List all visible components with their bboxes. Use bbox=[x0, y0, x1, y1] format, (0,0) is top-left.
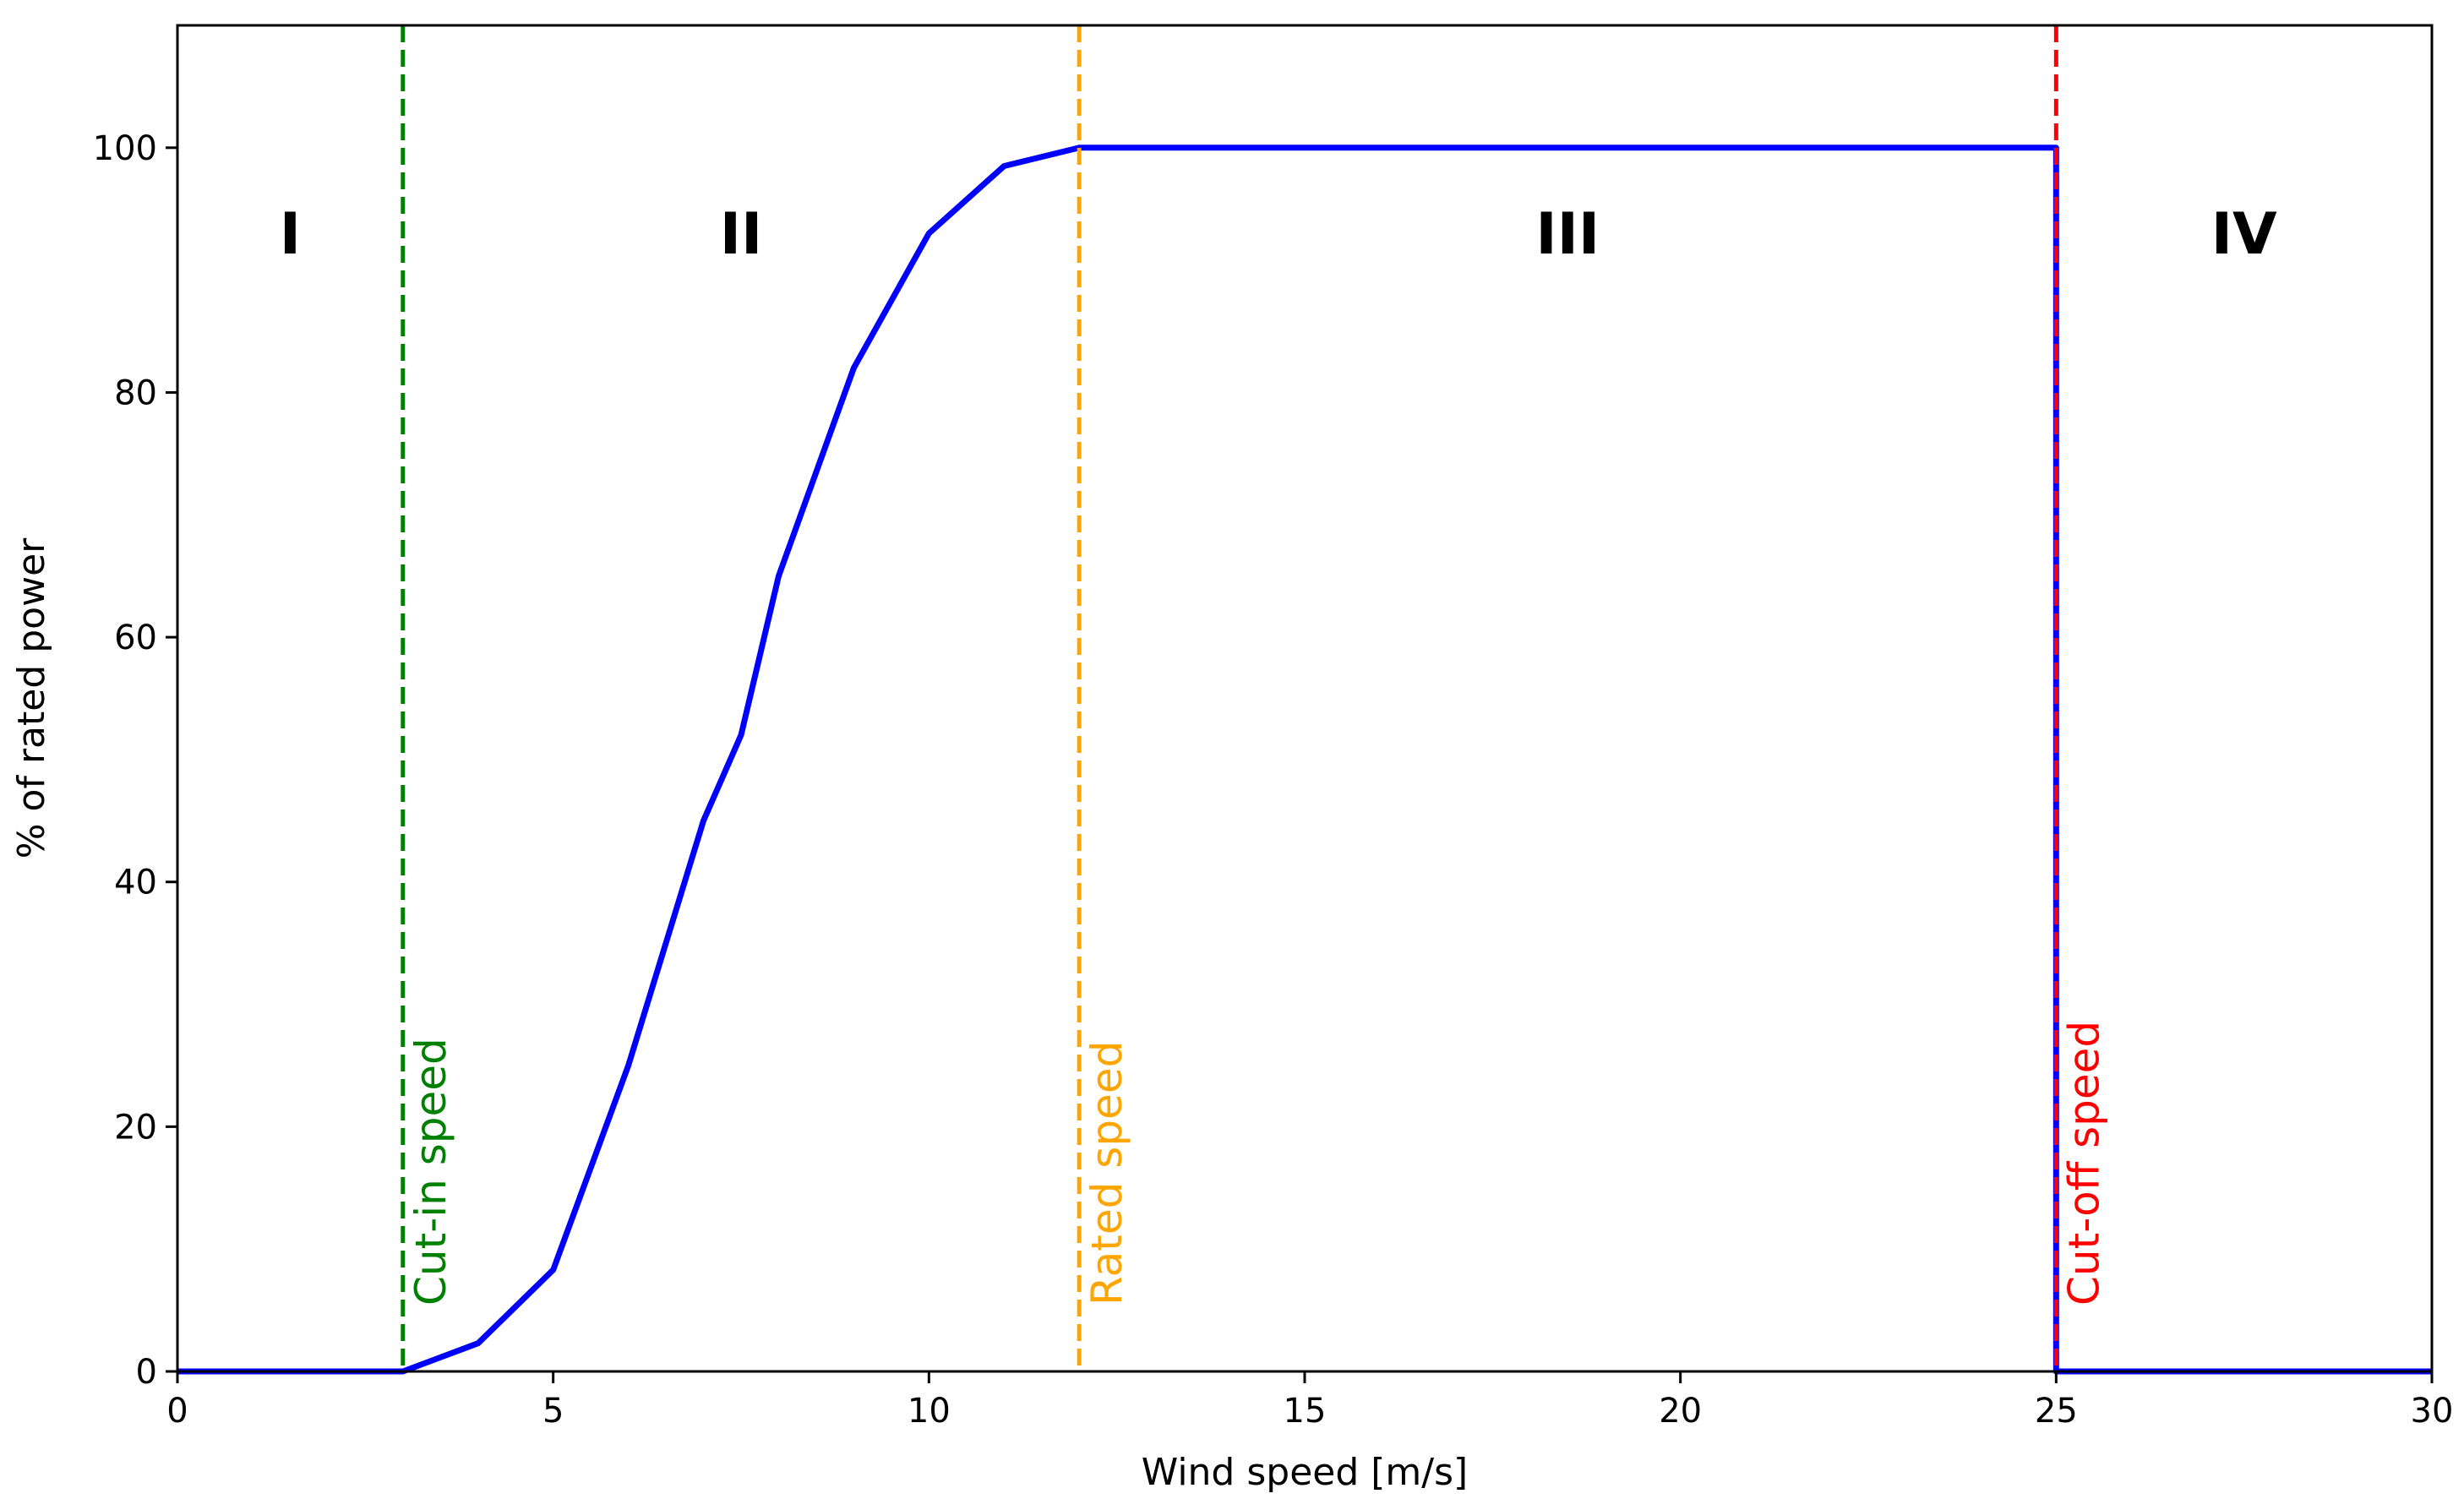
y-tick-label: 80 bbox=[114, 373, 157, 412]
y-axis-title: % of rated power bbox=[10, 537, 53, 859]
y-tick-label: 0 bbox=[136, 1353, 157, 1392]
x-tick-label: 5 bbox=[542, 1392, 564, 1431]
region-label-iv: IV bbox=[2211, 201, 2277, 268]
y-tick-label: 60 bbox=[114, 619, 157, 657]
cut-in-speed-label: Cut-in speed bbox=[406, 1038, 455, 1306]
power-curve-line-0 bbox=[177, 144, 2432, 1375]
x-axis: 0 5 10 15 20 25 30 bbox=[166, 1371, 2453, 1431]
x-tick-label: 20 bbox=[1659, 1392, 1702, 1431]
x-axis-title: Wind speed [m/s] bbox=[1142, 1451, 1468, 1494]
region-label-i: I bbox=[280, 201, 301, 268]
y-tick-label: 40 bbox=[114, 864, 157, 902]
region-label-ii: II bbox=[720, 201, 763, 268]
y-tick-label: 20 bbox=[114, 1108, 157, 1147]
y-tick-label: 100 bbox=[93, 129, 157, 168]
x-tick-label: 10 bbox=[908, 1392, 951, 1431]
region-label-iii: III bbox=[1535, 201, 1600, 268]
x-tick-label: 15 bbox=[1284, 1392, 1327, 1431]
cut-off-speed-label: Cut-off speed bbox=[2059, 1021, 2108, 1306]
x-tick-label: 30 bbox=[2411, 1392, 2454, 1431]
x-tick-label: 0 bbox=[166, 1392, 188, 1431]
y-axis: 0 20 40 60 80 100 bbox=[93, 129, 177, 1392]
x-tick-label: 25 bbox=[2035, 1392, 2078, 1431]
rated-speed-label: Rated speed bbox=[1082, 1041, 1131, 1306]
